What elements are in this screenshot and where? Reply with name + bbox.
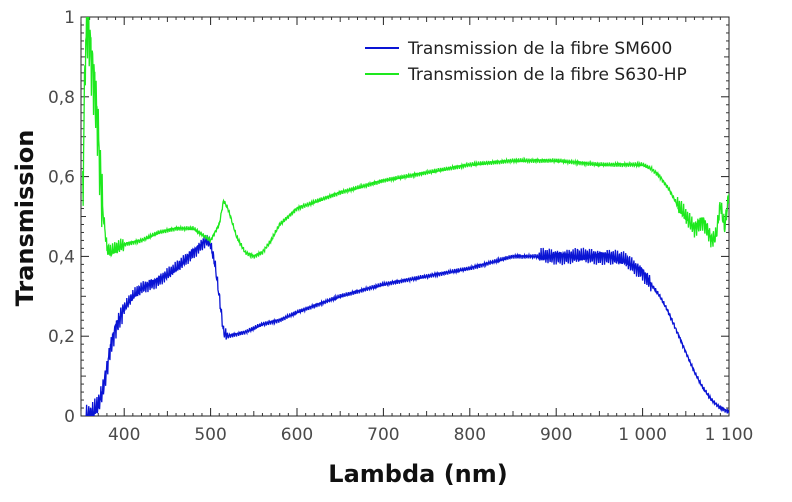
y-tick-label: 0,2 bbox=[48, 327, 75, 347]
y-tick-label: 0,8 bbox=[48, 88, 75, 108]
axis-ticks: 400 500 600 700 800 900 1 000 1 10000,20,40,60,… bbox=[48, 8, 753, 445]
x-tick-label: 1 100 bbox=[705, 425, 754, 445]
series-line-2 bbox=[82, 17, 729, 260]
y-tick-label: 1 bbox=[64, 8, 75, 28]
x-tick-label: 600 bbox=[281, 425, 313, 445]
legend-label-1: Transmission de la fibre SM600 bbox=[407, 39, 672, 59]
legend-label-2: Transmission de la fibre S630-HP bbox=[407, 65, 687, 85]
x-tick-label: 400 bbox=[108, 425, 140, 445]
x-tick-label: 700 bbox=[367, 425, 399, 445]
x-tick-label: 900 bbox=[540, 425, 572, 445]
legend: Transmission de la fibre SM600 Transmissi… bbox=[365, 39, 687, 85]
x-axis-title: Lambda (nm) bbox=[328, 460, 507, 488]
series-line-1 bbox=[85, 235, 729, 416]
x-tick-label: 500 bbox=[194, 425, 226, 445]
x-tick-label: 1 000 bbox=[618, 425, 667, 445]
y-tick-label: 0,6 bbox=[48, 168, 75, 188]
x-tick-label: 800 bbox=[454, 425, 486, 445]
series-lines bbox=[82, 17, 729, 416]
y-tick-label: 0,4 bbox=[48, 247, 75, 267]
y-axis-title: Transmission bbox=[11, 130, 39, 307]
y-tick-label: 0 bbox=[64, 407, 75, 427]
